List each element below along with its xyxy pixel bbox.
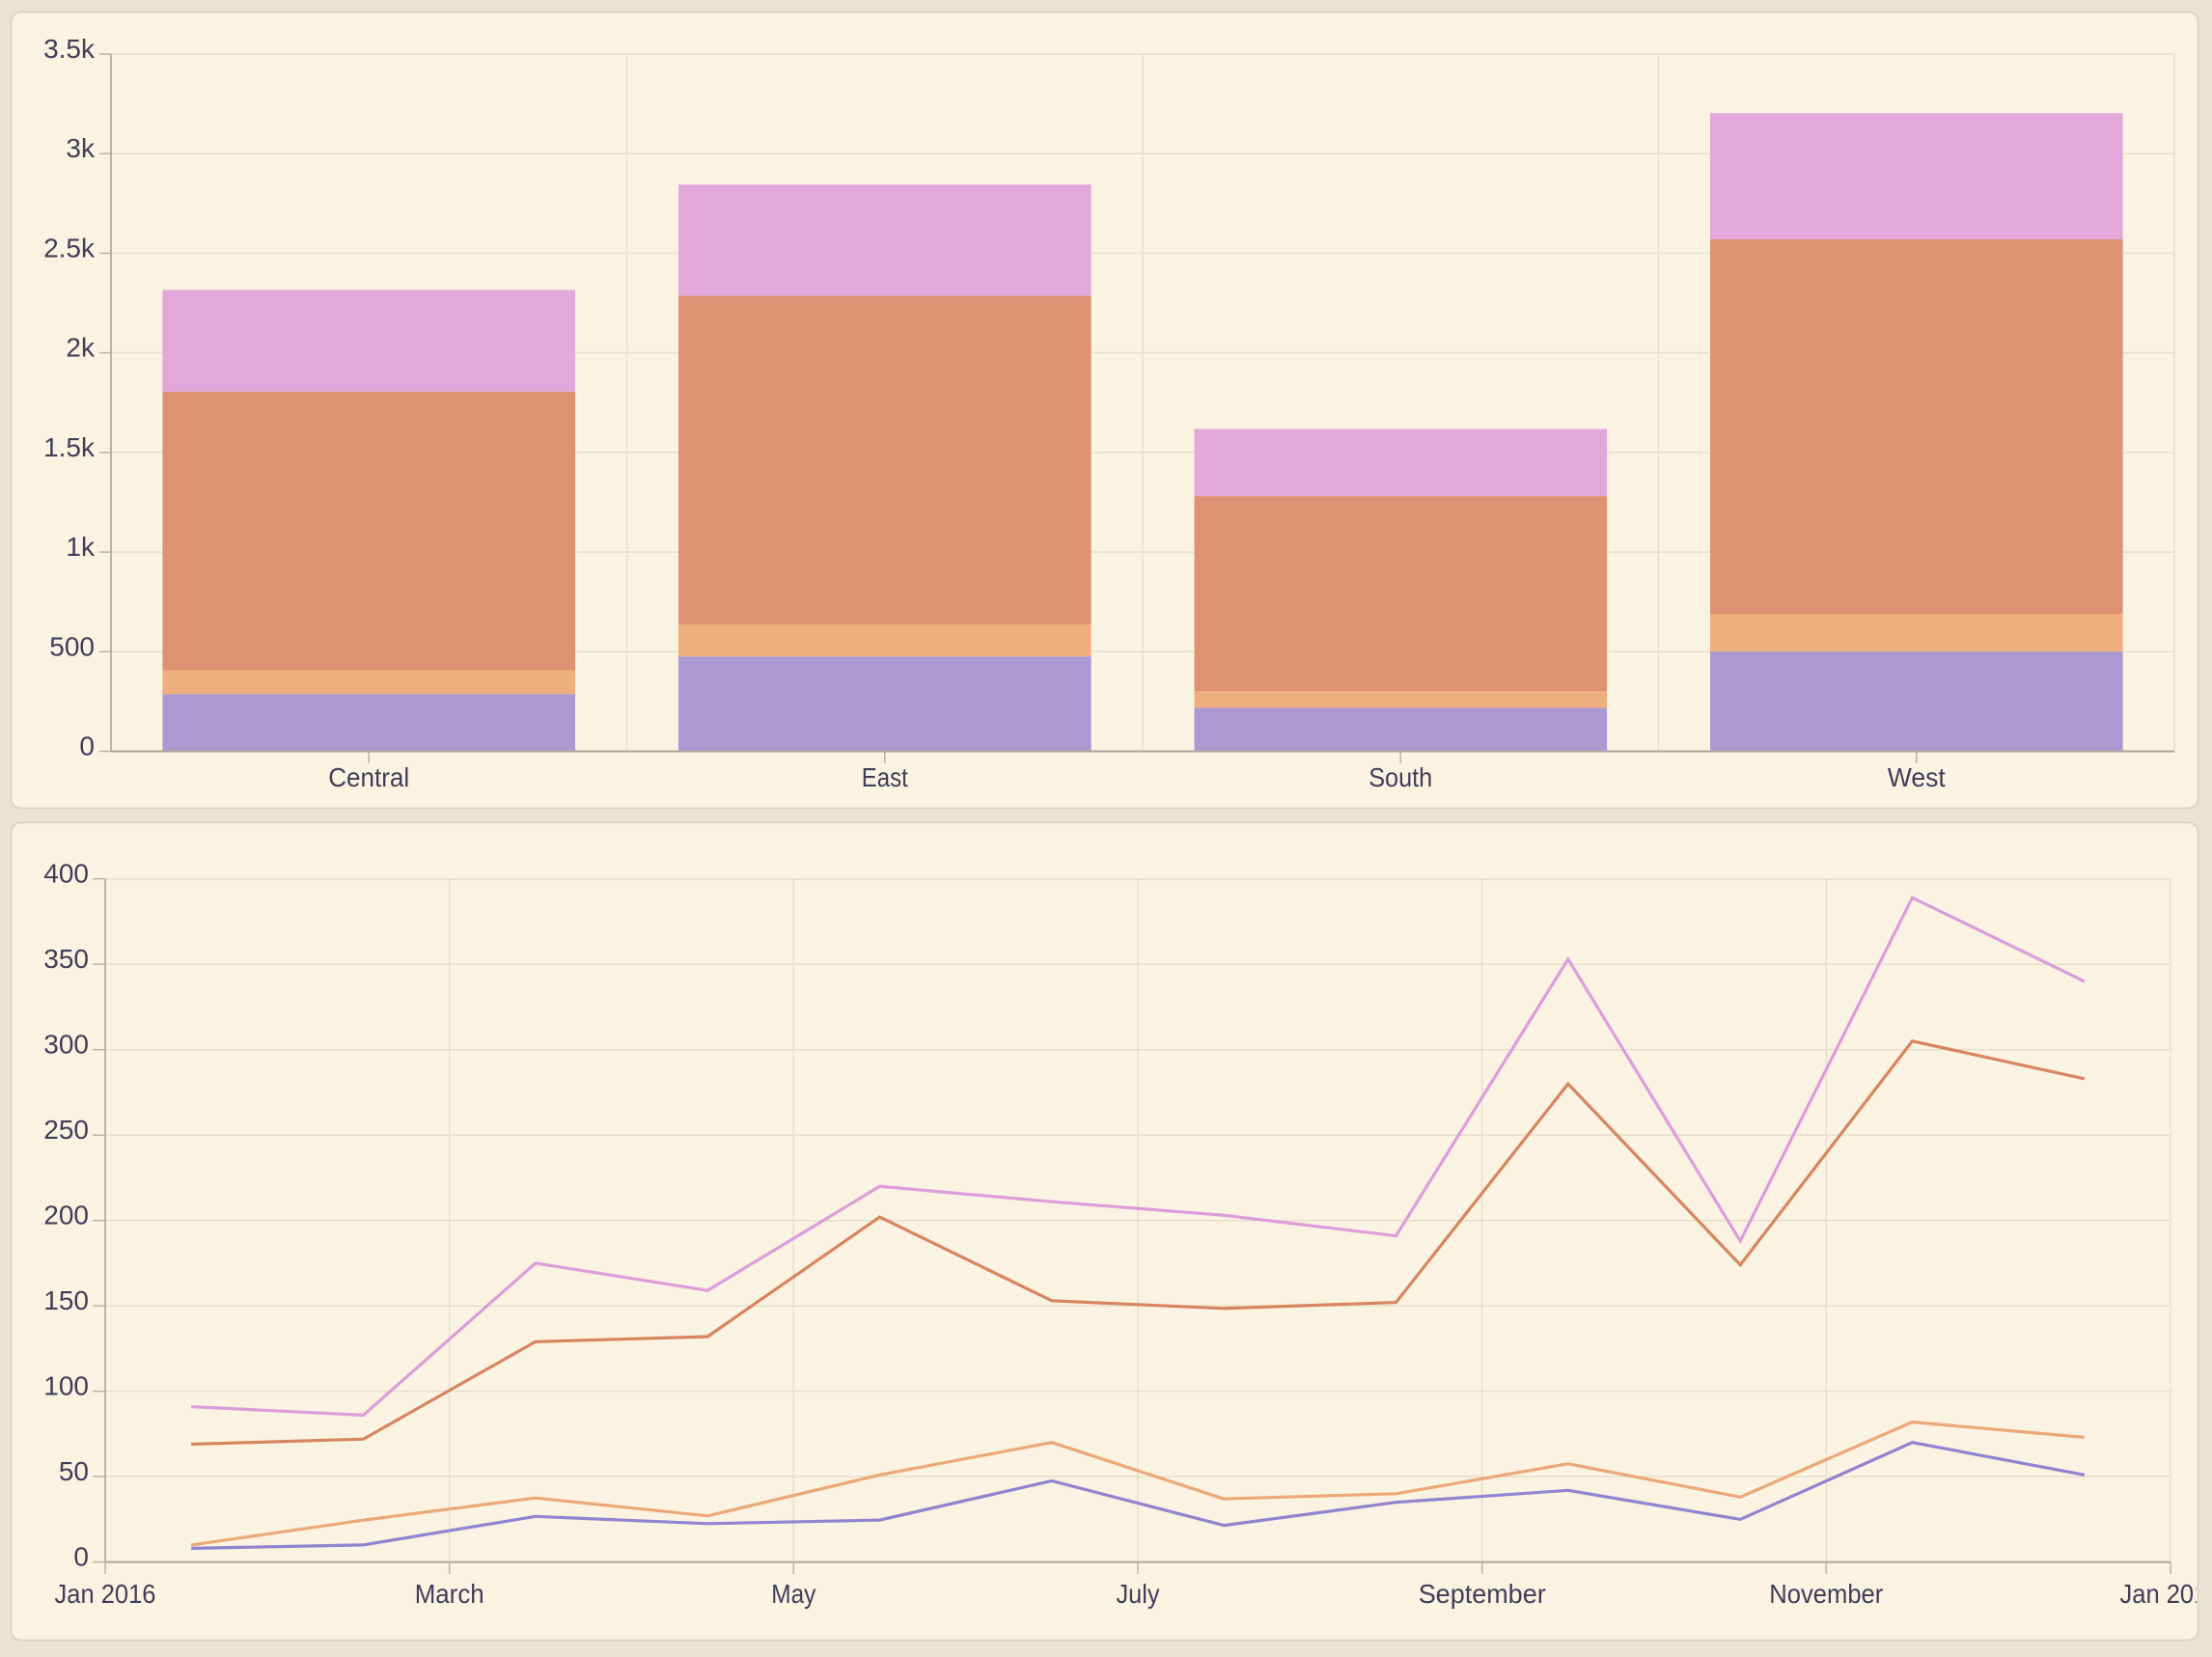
svg-text:3k: 3k bbox=[66, 133, 96, 163]
svg-text:September: September bbox=[1419, 1579, 1546, 1609]
svg-text:2k: 2k bbox=[66, 333, 96, 363]
svg-text:November: November bbox=[1769, 1579, 1883, 1609]
svg-text:1.5k: 1.5k bbox=[43, 432, 96, 462]
svg-text:300: 300 bbox=[43, 1030, 89, 1060]
svg-text:July: July bbox=[1117, 1579, 1160, 1609]
svg-text:500: 500 bbox=[49, 631, 95, 661]
svg-text:200: 200 bbox=[43, 1201, 89, 1230]
svg-text:400: 400 bbox=[43, 859, 89, 889]
svg-text:100: 100 bbox=[43, 1371, 89, 1401]
svg-text:Jan 2016: Jan 2016 bbox=[55, 1579, 156, 1609]
svg-text:East: East bbox=[862, 762, 908, 792]
svg-text:0: 0 bbox=[79, 732, 95, 761]
svg-text:West: West bbox=[1888, 762, 1946, 792]
svg-text:1k: 1k bbox=[66, 532, 96, 562]
svg-text:South: South bbox=[1369, 762, 1432, 792]
svg-text:50: 50 bbox=[59, 1456, 89, 1486]
svg-text:Central: Central bbox=[328, 762, 409, 792]
svg-text:March: March bbox=[415, 1579, 484, 1609]
svg-text:250: 250 bbox=[43, 1115, 89, 1145]
svg-text:2.5k: 2.5k bbox=[43, 233, 96, 262]
svg-text:0: 0 bbox=[73, 1542, 89, 1572]
svg-text:150: 150 bbox=[43, 1285, 89, 1315]
svg-text:May: May bbox=[771, 1579, 816, 1609]
svg-text:350: 350 bbox=[43, 944, 89, 974]
svg-text:3.5k: 3.5k bbox=[43, 34, 96, 64]
